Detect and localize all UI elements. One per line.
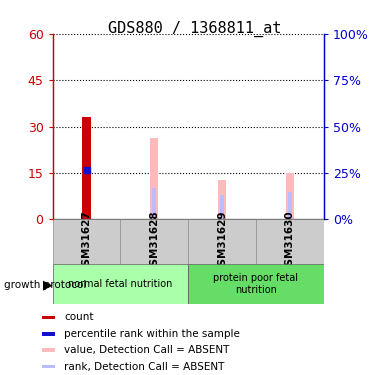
Bar [53, 264, 188, 304]
Bar [288, 192, 292, 219]
Text: GSM31630: GSM31630 [285, 211, 295, 273]
Text: GDS880 / 1368811_at: GDS880 / 1368811_at [108, 21, 282, 37]
Text: normal fetal nutrition: normal fetal nutrition [68, 279, 173, 289]
Text: GSM31628: GSM31628 [149, 211, 159, 273]
Text: percentile rank within the sample: percentile rank within the sample [64, 329, 240, 339]
Bar [218, 180, 226, 219]
Text: growth protocol: growth protocol [4, 280, 86, 290]
Text: count: count [64, 312, 94, 322]
Text: value, Detection Call = ABSENT: value, Detection Call = ABSENT [64, 345, 229, 355]
Bar [188, 264, 324, 304]
Bar [42, 365, 55, 369]
Text: GSM31629: GSM31629 [217, 211, 227, 273]
Bar [42, 348, 55, 352]
Bar [150, 138, 158, 219]
Bar [82, 117, 90, 219]
Bar [220, 195, 224, 219]
Bar [42, 332, 55, 336]
Text: protein poor fetal
nutrition: protein poor fetal nutrition [213, 273, 298, 295]
Bar [152, 188, 156, 219]
Text: GSM31627: GSM31627 [82, 210, 92, 273]
Bar [286, 173, 294, 219]
Bar [42, 316, 55, 319]
Text: ▶: ▶ [43, 279, 52, 291]
Text: rank, Detection Call = ABSENT: rank, Detection Call = ABSENT [64, 362, 225, 372]
